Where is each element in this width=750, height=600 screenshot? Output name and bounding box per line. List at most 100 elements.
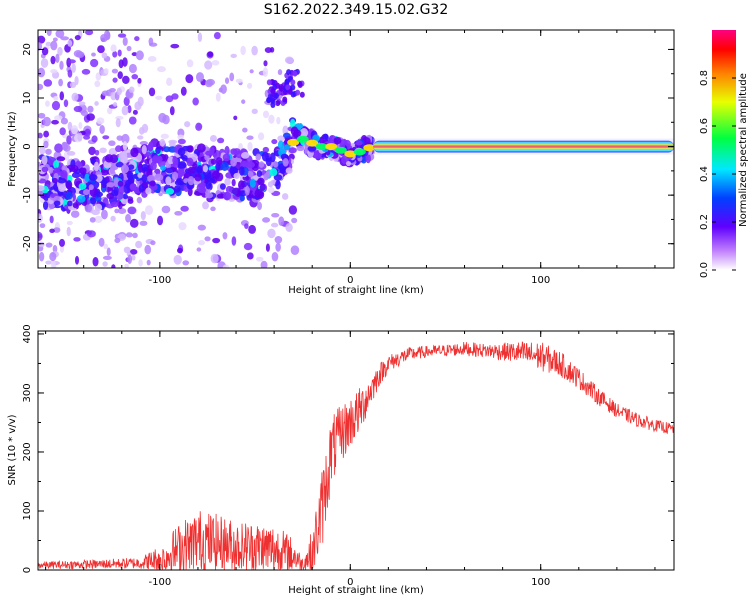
spectrogram-noise-blob: [73, 237, 81, 242]
spectrogram-noise-blob: [38, 231, 43, 242]
spectrogram-noise-blob: [251, 108, 258, 115]
spectrogram-noise-blob: [115, 118, 121, 128]
spectrogram-noise-blob: [99, 147, 107, 154]
spectrogram-cluster-blob: [278, 83, 284, 90]
spectrogram-noise-blob: [103, 243, 109, 250]
spectrogram-ridge-blob: [187, 166, 196, 174]
spectrogram-ridge-blob: [230, 148, 238, 155]
spectrogram-noise-blob: [125, 232, 133, 238]
spectrogram-noise-blob: [122, 141, 128, 151]
spectrogram-ridge-blob: [333, 136, 342, 145]
spectrogram-noise-blob: [38, 41, 43, 51]
spectrogram-noise-blob: [222, 264, 230, 268]
spectrogram-noise-blob: [87, 105, 94, 113]
snr-ytick-label-0: 0: [22, 567, 33, 573]
spectrogram-noise-blob: [115, 145, 123, 153]
spectrogram-noise-blob: [204, 236, 211, 242]
spectrogram-ridge-blob: [88, 174, 98, 181]
snr-ytick-label-1: 100: [22, 501, 33, 520]
spectrogram-noise-blob: [284, 56, 294, 64]
spectrogram-noise-blob: [45, 260, 53, 265]
spectrogram-ridge-blob: [229, 166, 238, 176]
colorbar-tick-label-3: 0.6: [699, 118, 710, 134]
spectrogram-noise-blob: [81, 68, 91, 75]
spectrogram-ridge-blob: [100, 169, 109, 176]
spectrogram-ridge-blob: [127, 198, 134, 204]
spectrogram-ridge-blob: [154, 173, 164, 182]
spectrogram-ridge-blob: [256, 170, 263, 178]
spectrogram-ridge-blob: [225, 185, 233, 194]
spectrogram-noise-blob: [247, 141, 253, 152]
spectrogram-noise-blob: [274, 235, 283, 244]
spectrogram-noise-blob: [74, 255, 80, 265]
spectrogram-noise-blob: [54, 115, 63, 121]
spectrogram-ridge-blob: [283, 144, 291, 151]
spectrogram-noise-blob: [110, 44, 117, 53]
spectrogram-ridge-blob: [293, 129, 302, 137]
spectrogram-noise-blob: [265, 243, 270, 252]
spectrogram-noise-blob: [215, 92, 221, 102]
spectrogram-ridge-blob: [196, 143, 206, 153]
spectrogram-ridge-blob: [72, 202, 79, 209]
spectrogram-noise-blob: [122, 75, 130, 84]
spectrogram-xlabel: Height of straight line (km): [288, 285, 424, 296]
spectrogram-noise-blob: [95, 72, 102, 81]
spectrogram-ridge-blob: [249, 178, 256, 188]
spectrogram-ridge-blob: [56, 156, 66, 162]
spectrogram-ridge-blob: [115, 161, 124, 168]
spectrogram-ridge-blob: [117, 180, 124, 187]
spectrogram-ridge-blob: [79, 167, 87, 175]
spectrogram-cluster-blob: [297, 82, 303, 89]
spectrogram-noise-blob: [184, 121, 191, 128]
spectrogram-cluster-blob: [290, 91, 296, 98]
spectrogram-noise-blob: [91, 135, 98, 143]
spectrogram-noise-blob: [38, 251, 45, 262]
spectrogram-noise-blob: [136, 196, 143, 204]
spectrogram-ridge-blob: [198, 186, 207, 194]
spectrogram-noise-blob: [60, 117, 69, 125]
spectrogram-core-blob: [296, 135, 309, 143]
spectrogram-cluster-blob: [273, 92, 279, 99]
spectrogram-noise-blob: [166, 77, 173, 86]
spectrogram-ridge-blob: [122, 193, 128, 200]
spectrogram-noise-blob: [271, 252, 279, 262]
spectrogram-noise-blob: [102, 135, 110, 140]
spectrogram-noise-blob: [141, 123, 149, 133]
spectrogram-noise-blob: [43, 79, 53, 87]
spectrogram-ridge-blob: [288, 147, 297, 154]
spectrogram-noise-blob: [210, 206, 216, 212]
spectrogram-ridge-blob: [38, 173, 41, 182]
spectrogram-noise-blob: [59, 127, 66, 136]
spectrogram-ridge-blob: [113, 177, 120, 188]
spectrogram-ridge-blob: [290, 118, 296, 129]
spectrogram-ridge-blob: [84, 204, 93, 213]
spectrogram-ridge-blob: [307, 145, 317, 152]
spectrogram-noise-blob: [84, 128, 91, 137]
spectrogram-noise-blob: [134, 36, 140, 42]
spectrogram-noise-blob: [97, 45, 105, 54]
spectrogram-ridge-blob: [345, 161, 352, 167]
spectrogram-noise-blob: [123, 246, 131, 254]
spectrogram-ridge-blob: [129, 183, 137, 191]
spectrogram-cluster-blob: [286, 69, 292, 76]
spectrogram-ridge-blob: [272, 161, 279, 168]
spectrogram-noise-blob: [263, 60, 268, 67]
spectrogram-ridge-blob: [159, 138, 166, 147]
spectrogram-ridge-blob: [165, 187, 175, 195]
spectrogram-ridge-blob: [299, 128, 309, 138]
colorbar-gradient: [712, 30, 736, 270]
spectrogram-noise-blob: [67, 39, 73, 47]
spectrogram-noise-blob: [128, 63, 137, 74]
spectrogram-ridge-blob: [169, 140, 176, 149]
spectrogram-ridge-blob: [244, 185, 250, 196]
spectrogram-noise-blob: [171, 93, 179, 100]
spectrogram-noise-blob: [160, 133, 169, 139]
spectrogram-noise-blob: [78, 101, 86, 106]
spectrogram-noise-blob: [51, 100, 61, 111]
spectrogram-noise-blob: [62, 142, 69, 151]
spectrogram-ridge-blob: [38, 185, 45, 192]
spectrogram-ridge-blob: [187, 175, 195, 186]
spectrogram-noise-blob: [268, 114, 275, 124]
spectrogram-frame: [37, 29, 675, 269]
spectrogram-noise-blob: [235, 78, 243, 84]
